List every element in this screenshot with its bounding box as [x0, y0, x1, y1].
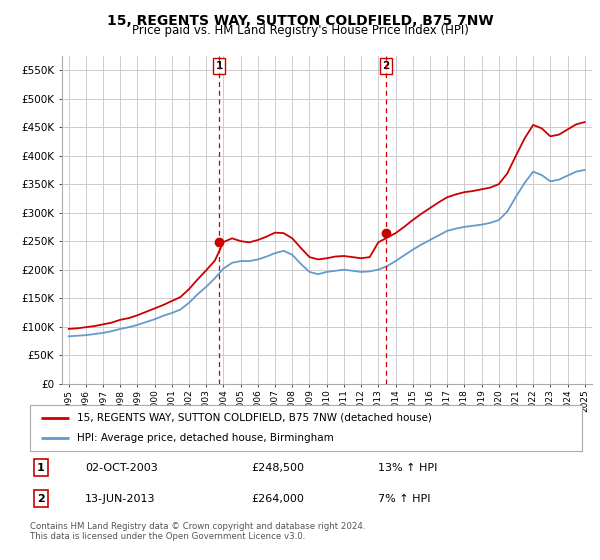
Text: 02-OCT-2003: 02-OCT-2003: [85, 463, 158, 473]
Text: Contains HM Land Registry data © Crown copyright and database right 2024.
This d: Contains HM Land Registry data © Crown c…: [30, 522, 365, 542]
Text: 15, REGENTS WAY, SUTTON COLDFIELD, B75 7NW: 15, REGENTS WAY, SUTTON COLDFIELD, B75 7…: [107, 14, 493, 28]
Text: 15, REGENTS WAY, SUTTON COLDFIELD, B75 7NW (detached house): 15, REGENTS WAY, SUTTON COLDFIELD, B75 7…: [77, 413, 432, 423]
Text: HPI: Average price, detached house, Birmingham: HPI: Average price, detached house, Birm…: [77, 433, 334, 444]
Text: 1: 1: [37, 463, 45, 473]
Text: 2: 2: [37, 494, 45, 503]
Text: Price paid vs. HM Land Registry's House Price Index (HPI): Price paid vs. HM Land Registry's House …: [131, 24, 469, 37]
Text: 13-JUN-2013: 13-JUN-2013: [85, 494, 156, 503]
FancyBboxPatch shape: [30, 405, 582, 451]
Text: 2: 2: [382, 61, 389, 71]
Text: 7% ↑ HPI: 7% ↑ HPI: [378, 494, 430, 503]
Text: 13% ↑ HPI: 13% ↑ HPI: [378, 463, 437, 473]
Text: £248,500: £248,500: [251, 463, 304, 473]
Text: £264,000: £264,000: [251, 494, 304, 503]
Text: 1: 1: [215, 61, 223, 71]
